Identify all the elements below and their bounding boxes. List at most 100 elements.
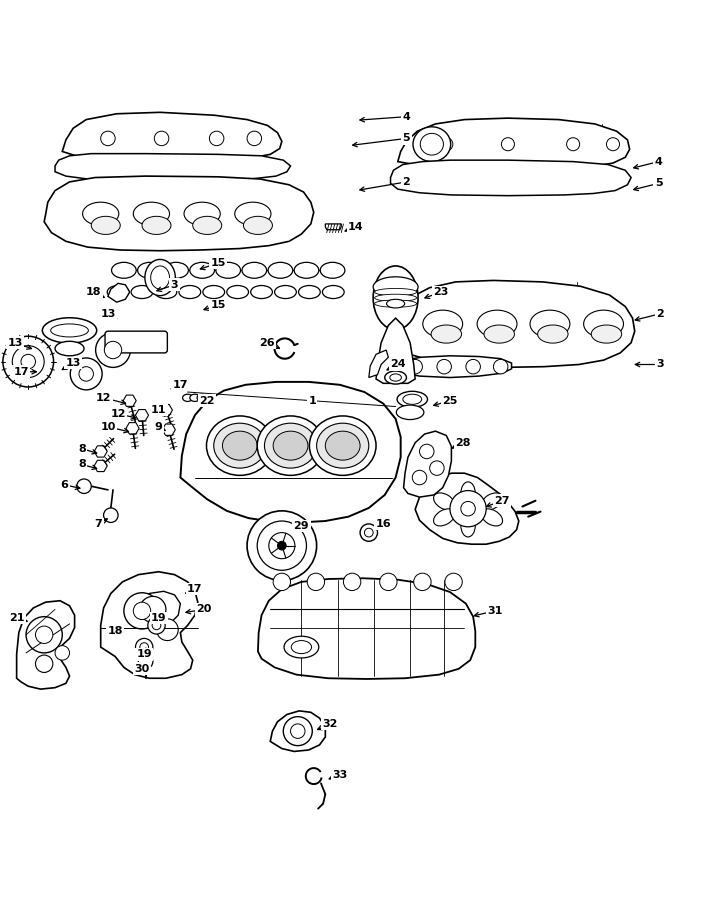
Polygon shape: [163, 424, 175, 436]
Ellipse shape: [151, 266, 170, 289]
Ellipse shape: [55, 341, 84, 356]
Text: 13: 13: [7, 338, 23, 347]
Ellipse shape: [375, 288, 417, 296]
Ellipse shape: [179, 285, 200, 299]
Circle shape: [307, 573, 325, 590]
Text: 17: 17: [13, 366, 29, 377]
Circle shape: [420, 445, 434, 459]
Ellipse shape: [403, 394, 422, 404]
Text: 1: 1: [309, 396, 316, 406]
Ellipse shape: [182, 394, 192, 401]
Ellipse shape: [317, 423, 369, 468]
Ellipse shape: [213, 423, 266, 468]
Circle shape: [140, 643, 149, 652]
Ellipse shape: [386, 300, 404, 308]
Circle shape: [277, 541, 286, 550]
Text: 30: 30: [134, 664, 150, 674]
Circle shape: [502, 138, 515, 150]
Circle shape: [124, 593, 160, 629]
Circle shape: [77, 479, 91, 493]
Circle shape: [466, 359, 481, 374]
Ellipse shape: [189, 394, 200, 401]
Ellipse shape: [216, 262, 240, 278]
Circle shape: [36, 626, 53, 644]
Text: 6: 6: [60, 480, 68, 490]
Circle shape: [152, 621, 161, 630]
Polygon shape: [123, 395, 136, 407]
Text: 28: 28: [455, 437, 470, 448]
Ellipse shape: [477, 310, 517, 338]
Ellipse shape: [284, 636, 319, 658]
Ellipse shape: [481, 493, 502, 510]
Text: 13: 13: [65, 358, 81, 368]
Ellipse shape: [397, 392, 428, 407]
Circle shape: [12, 346, 44, 377]
Ellipse shape: [591, 325, 621, 343]
Circle shape: [36, 655, 53, 672]
Text: 18: 18: [86, 287, 101, 297]
Ellipse shape: [242, 262, 266, 278]
FancyBboxPatch shape: [105, 331, 168, 353]
Circle shape: [3, 337, 54, 387]
Ellipse shape: [461, 482, 476, 505]
Ellipse shape: [112, 262, 136, 278]
Ellipse shape: [433, 493, 455, 510]
Text: 8: 8: [78, 444, 86, 454]
Text: 5: 5: [655, 178, 662, 188]
Ellipse shape: [273, 431, 308, 460]
Ellipse shape: [234, 202, 271, 225]
Text: 33: 33: [333, 770, 348, 779]
Ellipse shape: [320, 262, 345, 278]
Circle shape: [21, 355, 36, 369]
Polygon shape: [44, 176, 314, 251]
Circle shape: [101, 131, 115, 146]
Text: 12: 12: [96, 392, 111, 403]
Circle shape: [79, 366, 94, 382]
Polygon shape: [55, 154, 290, 180]
Ellipse shape: [322, 285, 344, 299]
Polygon shape: [404, 431, 452, 497]
Polygon shape: [391, 160, 631, 195]
Polygon shape: [398, 356, 512, 377]
Circle shape: [445, 573, 462, 590]
Text: 25: 25: [442, 396, 457, 406]
Ellipse shape: [197, 394, 207, 401]
Text: 20: 20: [196, 605, 211, 615]
Ellipse shape: [227, 285, 248, 299]
Circle shape: [290, 724, 305, 738]
Polygon shape: [388, 281, 635, 367]
Ellipse shape: [206, 416, 273, 475]
Circle shape: [269, 533, 295, 559]
Circle shape: [55, 645, 70, 660]
Ellipse shape: [250, 285, 272, 299]
Text: 31: 31: [487, 606, 502, 616]
Circle shape: [364, 528, 373, 537]
Circle shape: [139, 654, 153, 669]
Ellipse shape: [413, 127, 451, 162]
Ellipse shape: [538, 325, 568, 343]
Polygon shape: [325, 224, 341, 230]
Circle shape: [408, 359, 423, 374]
Polygon shape: [101, 572, 197, 679]
Circle shape: [412, 471, 427, 485]
Ellipse shape: [192, 216, 221, 234]
Text: 32: 32: [322, 719, 338, 729]
Text: 15: 15: [211, 258, 226, 268]
Circle shape: [461, 501, 476, 516]
Ellipse shape: [257, 416, 324, 475]
Polygon shape: [62, 112, 282, 162]
Circle shape: [105, 341, 122, 359]
Ellipse shape: [431, 325, 462, 343]
Polygon shape: [94, 446, 107, 457]
Polygon shape: [136, 410, 149, 421]
Ellipse shape: [325, 431, 360, 460]
Ellipse shape: [461, 514, 476, 537]
Circle shape: [209, 131, 224, 146]
Polygon shape: [180, 382, 401, 523]
Circle shape: [273, 573, 290, 590]
Text: 11: 11: [151, 405, 166, 415]
Circle shape: [430, 461, 444, 475]
Circle shape: [257, 521, 306, 571]
Text: 16: 16: [375, 519, 391, 529]
Ellipse shape: [107, 285, 129, 299]
